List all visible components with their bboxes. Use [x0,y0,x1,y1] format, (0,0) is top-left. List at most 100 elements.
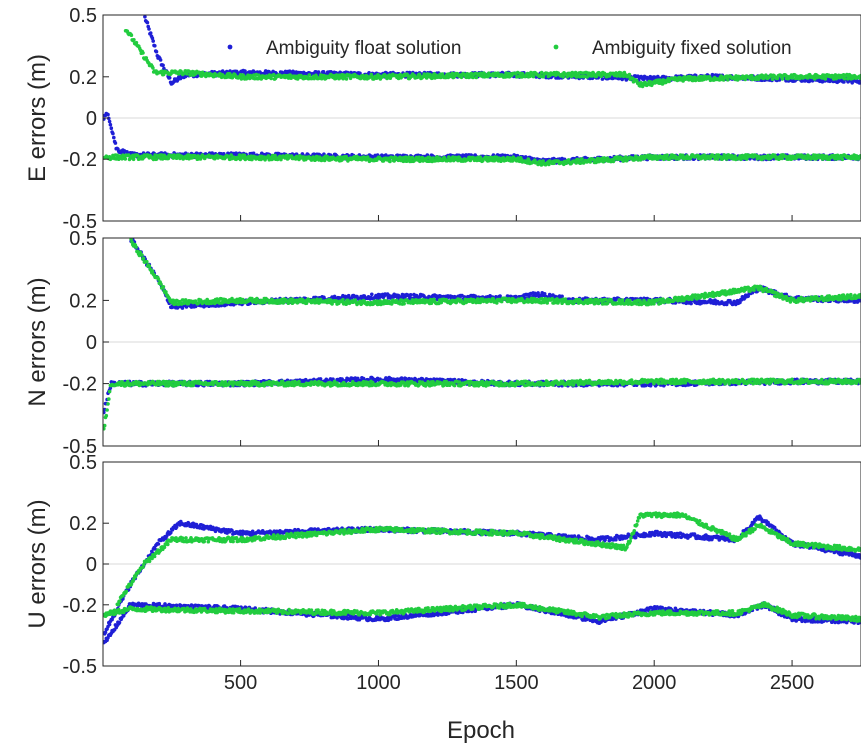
data-point [573,70,578,75]
points-n [103,238,861,431]
data-point [129,33,134,37]
data-point [103,410,106,415]
data-point [161,63,165,68]
data-point [154,49,159,54]
data-point [531,74,536,79]
data-point [840,157,845,162]
data-point [269,76,274,81]
data-point [780,77,785,81]
data-point [316,70,321,74]
data-point [153,44,157,48]
data-point [185,72,189,76]
data-point [408,293,413,297]
data-point [161,72,166,77]
data-point [681,79,685,83]
data-point [273,153,277,158]
series-fixed [103,29,861,167]
data-point [580,157,584,161]
data-point [724,157,729,161]
data-point [854,154,859,158]
data-point [417,155,421,160]
data-point [431,156,435,160]
data-point [141,51,145,55]
data-point [257,73,261,77]
data-point [459,75,464,80]
data-point [474,75,479,80]
data-point [450,71,455,76]
data-point [588,160,592,164]
data-point [158,58,163,62]
data-point [259,77,264,81]
data-point [108,122,113,127]
data-point [392,159,397,163]
data-point [405,73,410,77]
panels: 0.5 0.2 0 -0.2 -0.5 E errors (m) 0.50.20-0.2-0… [24,5,861,694]
data-point [109,126,114,130]
data-point [346,293,351,298]
data-point [560,294,564,299]
data-point [823,77,828,81]
y-axis-label: E errors (m) [24,54,51,182]
panel-n: 0.50.20-0.2-0.5N errors (m) [24,228,861,458]
data-point [370,292,374,297]
data-point [307,73,312,77]
y-tick-label: -0.2 [63,149,97,171]
data-point [123,157,128,161]
data-point [842,80,846,84]
data-point [726,78,730,82]
data-point [132,38,136,42]
series-float [103,238,861,415]
data-point [361,73,365,78]
data-point [271,72,276,77]
y-tick-label: 0 [86,108,97,130]
y-tick-label: -0.5 [63,211,97,233]
data-point [150,36,155,40]
data-point [857,81,861,85]
data-point [514,294,518,299]
data-point [113,141,118,145]
data-point [842,76,847,81]
data-point [147,27,151,31]
data-point [770,77,775,82]
data-point [134,40,139,45]
data-point [148,31,153,35]
data-point [399,376,404,380]
data-point [295,77,300,81]
data-point [106,112,110,117]
data-point [858,298,861,303]
y-tick-label: 0.2 [69,67,97,89]
data-point [180,306,185,310]
data-point [228,69,232,73]
data-point [428,72,432,77]
data-point [239,77,244,81]
data-point [111,131,115,136]
data-point [858,154,861,158]
data-point [621,159,626,163]
points-e [103,15,861,167]
data-point [356,376,360,381]
data-point [250,157,254,162]
data-point [738,300,742,305]
y-tick-label: 0.5 [69,5,97,27]
data-point [107,119,112,124]
data-point [151,39,155,43]
data-point [167,76,172,80]
data-point [464,153,468,157]
data-point [689,301,693,306]
data-point [574,161,578,165]
data-point [780,156,784,161]
data-point [743,77,747,82]
data-point [287,69,292,73]
data-point [145,20,150,25]
panel-e: 0.5 0.2 0 -0.2 -0.5 E errors (m) [24,5,861,233]
data-point [112,135,116,140]
data-point [471,75,475,80]
data-point [166,156,171,161]
data-point [162,153,166,158]
data-point [344,77,349,81]
data-point [627,72,632,77]
data-point [318,377,323,381]
data-point [858,76,861,81]
data-point [229,153,233,157]
